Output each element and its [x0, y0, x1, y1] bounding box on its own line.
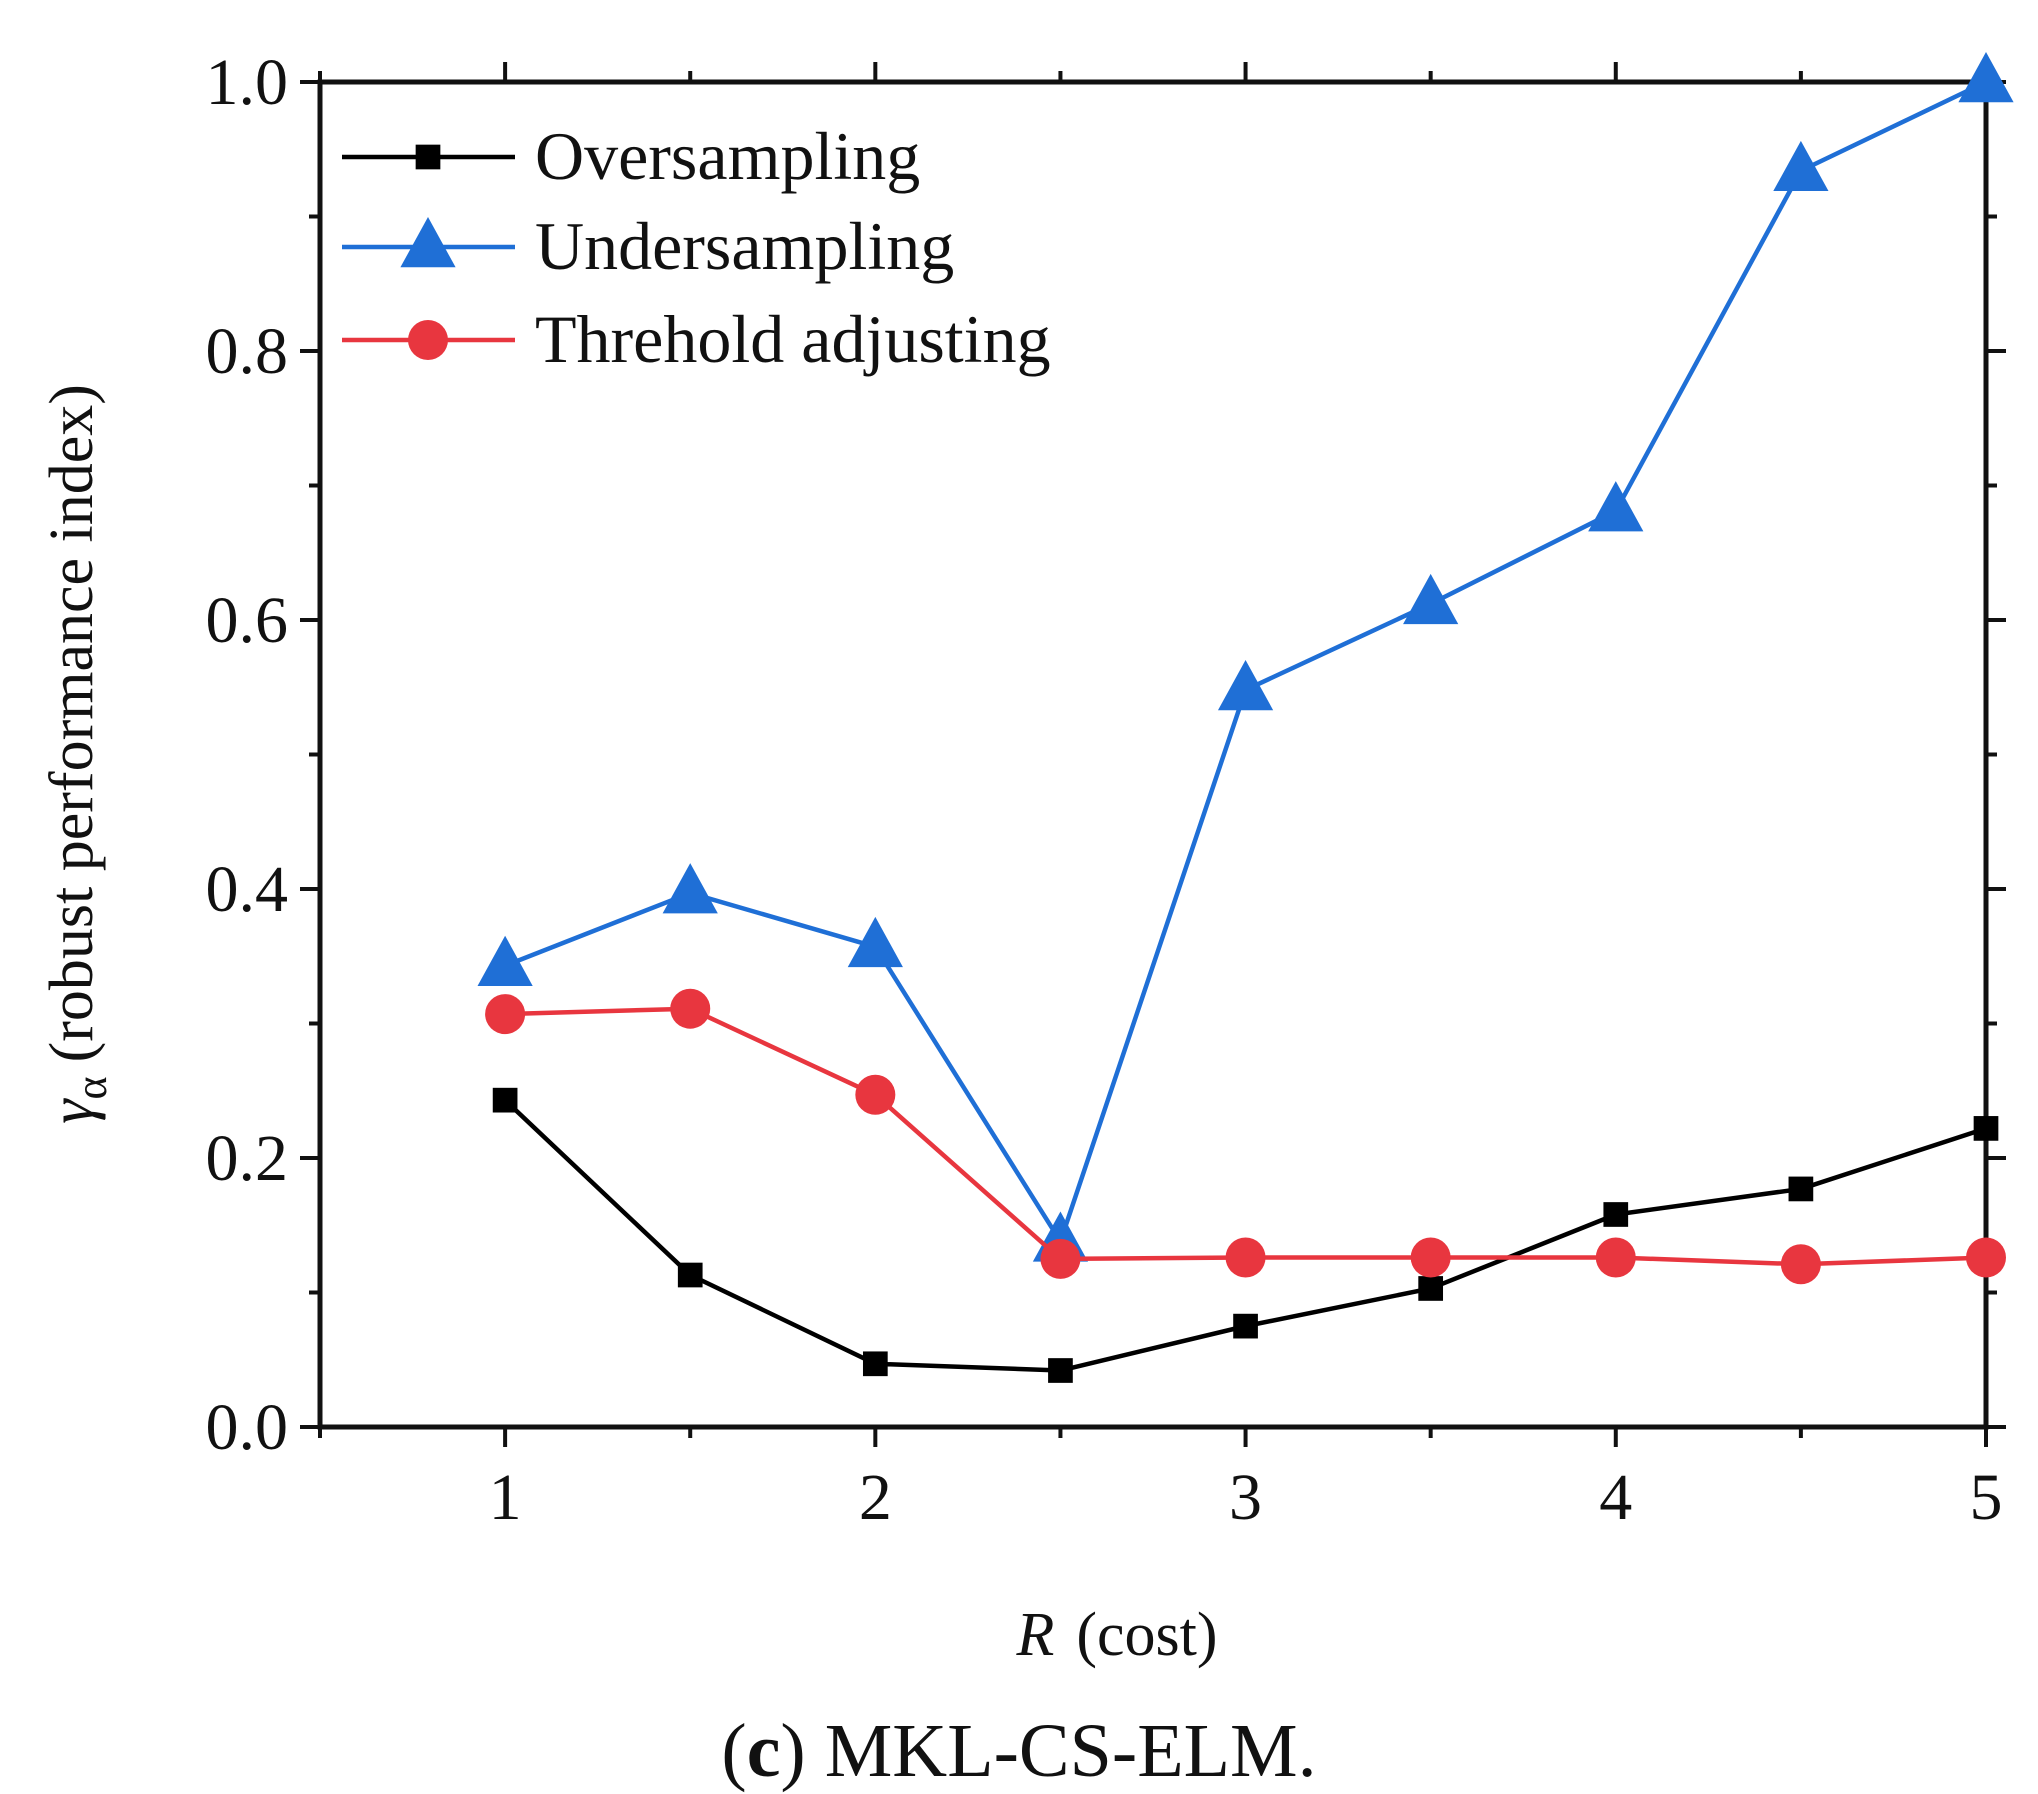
y-axis-title: γα (robust performance index) [38, 384, 116, 1124]
data-point-undersampling [1773, 140, 1829, 192]
data-point-oversampling [1233, 1313, 1258, 1339]
data-point-undersampling [1958, 52, 2014, 103]
series-oversampling [492, 1087, 1999, 1383]
legend-item-threhold-adjusting: Threhold adjusting [342, 301, 1051, 377]
legend-marker-oversampling [415, 144, 441, 170]
y-tick-label: 1.0 [206, 46, 289, 119]
data-point-threhold-adjusting [485, 994, 526, 1035]
x-axis-title: R (cost) [1015, 1601, 1217, 1669]
data-point-threhold-adjusting [1966, 1237, 2006, 1278]
y-axis-label-text: (robust performance index) [38, 384, 106, 1062]
x-axis-label-text: (cost) [1076, 1601, 1217, 1669]
figure-caption: (c) MKL-CS-ELM. [721, 1709, 1316, 1793]
legend: Oversampling Undersampling Threhold adjust… [342, 118, 1051, 377]
x-tick-label: 5 [1970, 1461, 2003, 1534]
data-point-undersampling [847, 916, 903, 968]
x-tick-label: 3 [1229, 1461, 1262, 1534]
legend-label-threhold-adjusting: Threhold adjusting [535, 301, 1051, 377]
y-tick-label: 0.8 [206, 315, 289, 388]
data-point-oversampling [862, 1351, 888, 1377]
legend-label-undersampling: Undersampling [535, 208, 954, 284]
data-point-oversampling [677, 1262, 703, 1288]
legend-item-undersampling: Undersampling [342, 208, 954, 284]
legend-marker-threhold-adjusting [408, 320, 448, 360]
series-threhold-adjusting [485, 988, 2006, 1285]
caption-text: MKL-CS-ELM. [825, 1709, 1317, 1793]
data-point-threhold-adjusting [1040, 1238, 1081, 1279]
legend-marker-undersampling [400, 217, 456, 268]
x-axis-variable: R [1015, 1601, 1054, 1669]
series-layer [477, 52, 2014, 1383]
y-tick-label: 0.6 [206, 584, 289, 657]
y-tick-label: 0.2 [206, 1122, 289, 1195]
series-undersampling [477, 52, 2014, 1262]
x-tick-label: 4 [1599, 1461, 1632, 1534]
y-tick-label: 0.0 [206, 1391, 289, 1464]
data-point-undersampling [662, 863, 718, 914]
data-point-oversampling [1048, 1358, 1073, 1383]
legend-label-oversampling: Oversampling [535, 118, 920, 194]
data-point-threhold-adjusting [855, 1074, 896, 1115]
x-tick-label: 1 [489, 1461, 522, 1534]
legend-item-oversampling: Oversampling [342, 118, 920, 194]
data-point-threhold-adjusting [1780, 1244, 1821, 1285]
data-point-threhold-adjusting [1410, 1237, 1451, 1278]
data-point-threhold-adjusting [670, 988, 711, 1029]
y-tick-label: 0.4 [206, 853, 289, 926]
x-tick-labels: 1 2 3 4 5 [489, 1461, 2003, 1534]
data-point-threhold-adjusting [1225, 1237, 1266, 1278]
data-point-oversampling [1788, 1176, 1814, 1202]
data-point-oversampling [1418, 1276, 1444, 1301]
y-axis-variable: γ [38, 1098, 106, 1124]
data-point-oversampling [492, 1087, 518, 1113]
data-point-oversampling [1603, 1202, 1629, 1227]
y-tick-labels: 0.0 0.2 0.4 0.6 0.8 1.0 [206, 46, 289, 1464]
data-point-oversampling [1973, 1116, 1999, 1141]
data-point-undersampling [1588, 481, 1644, 532]
x-tick-label: 2 [859, 1461, 892, 1534]
data-point-undersampling [477, 935, 533, 986]
data-point-undersampling [1403, 573, 1459, 625]
y-axis-subscript: α [67, 1076, 116, 1099]
data-point-threhold-adjusting [1595, 1237, 1636, 1278]
series-line-threhold-adjusting [505, 1006, 1987, 1267]
caption-label: c [747, 1709, 781, 1793]
data-point-undersampling [1217, 659, 1274, 711]
